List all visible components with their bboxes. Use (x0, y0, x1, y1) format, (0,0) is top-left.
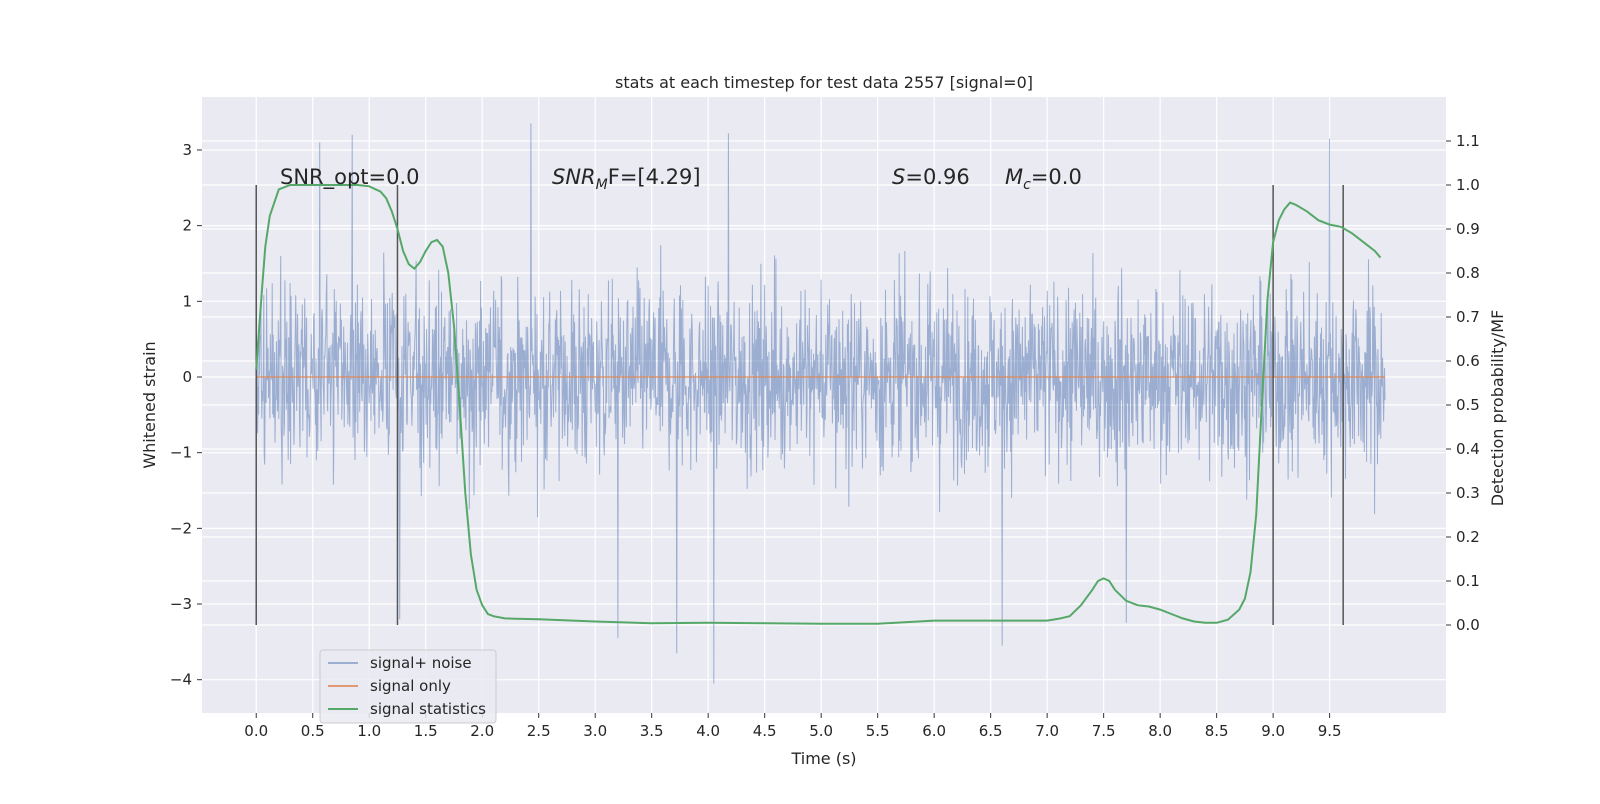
legend: signal+ noise signal only signal statist… (319, 649, 497, 724)
x-tick-label: 6.0 (922, 722, 946, 740)
x-tick-label: 9.5 (1318, 722, 1342, 740)
y-right-tick-label: 0.1 (1456, 572, 1480, 590)
x-tick-label: 8.0 (1148, 722, 1172, 740)
legend-box (319, 649, 497, 724)
y-right-tick-label: 0.5 (1456, 396, 1480, 414)
x-tick-label: 3.5 (640, 722, 664, 740)
annotation-snr-opt: SNR_opt=0.0 (280, 165, 420, 190)
x-tick-label: 4.5 (753, 722, 777, 740)
y-right-tick-label: 0.0 (1456, 616, 1480, 634)
y-right-tick-label: 0.8 (1456, 264, 1480, 282)
legend-label-signal-noise: signal+ noise (370, 654, 472, 672)
chart-title: stats at each timestep for test data 255… (615, 73, 1033, 92)
x-tick-label: 8.5 (1205, 722, 1229, 740)
y-left-tick-label: 0 (182, 368, 192, 386)
x-tick-label: 2.0 (470, 722, 494, 740)
x-tick-label: 5.5 (866, 722, 890, 740)
signal-noise-trace (255, 123, 1386, 684)
vertical-markers (255, 185, 1344, 625)
x-tick-label: 1.5 (414, 722, 438, 740)
x-tick-label: 3.0 (583, 722, 607, 740)
legend-label-signal-statistics: signal statistics (370, 700, 486, 718)
y-right-tick-label: 1.0 (1456, 176, 1480, 194)
y-right-tick-label: 0.3 (1456, 484, 1480, 502)
y-left-tick-label: 2 (182, 217, 192, 235)
x-tick-label: 0.0 (244, 722, 268, 740)
x-tick-label: 0.5 (301, 722, 325, 740)
x-tick-label: 7.0 (1035, 722, 1059, 740)
legend-label-signal-only: signal only (370, 677, 451, 695)
y-left-axis-label: Whitened strain (140, 341, 159, 468)
y-right-tick-label: 1.1 (1456, 132, 1480, 150)
annotation-s: S=0.96 (892, 165, 970, 189)
x-tick-label: 4.0 (696, 722, 720, 740)
y-left-tick-label: 3 (182, 141, 192, 159)
y-right-tick-label: 0.7 (1456, 308, 1480, 326)
y-right-tick-label: 0.6 (1456, 352, 1480, 370)
y-left-tick-labels: 3 2 1 0 −1 −2 −3 −4 (170, 141, 202, 689)
y-right-tick-label: 0.9 (1456, 220, 1480, 238)
signal-noise-series (255, 123, 1386, 684)
y-left-tick-label: 1 (182, 292, 192, 310)
x-tick-label: 6.5 (979, 722, 1003, 740)
y-left-tick-label: −3 (170, 595, 192, 613)
y-right-tick-labels: 1.1 1.0 0.9 0.8 0.7 0.6 0.5 0.4 0.3 0.2 0.1 0.0 (1446, 132, 1480, 634)
x-tick-label: 2.5 (527, 722, 551, 740)
x-tick-label: 1.0 (357, 722, 381, 740)
y-left-tick-label: −4 (170, 671, 192, 689)
x-tick-label: 7.5 (1092, 722, 1116, 740)
y-left-tick-label: −2 (170, 519, 192, 537)
annotation-mc: Mc=0.0 (1005, 165, 1082, 193)
annotation-snr-mf: SNRMF=[4.29] (552, 165, 701, 193)
x-tick-label: 5.0 (809, 722, 833, 740)
x-axis-label: Time (s) (790, 749, 856, 768)
x-tick-labels: 0.0 0.5 1.0 1.5 2.0 2.5 3.0 3.5 4.0 4.5 5.0 5.5 6.0 6… (244, 713, 1342, 740)
y-right-axis-label: Detection probability/MF (1488, 310, 1507, 507)
y-left-tick-label: −1 (170, 444, 192, 462)
x-tick-label: 9.0 (1261, 722, 1285, 740)
y-right-tick-label: 0.2 (1456, 528, 1480, 546)
y-right-tick-label: 0.4 (1456, 440, 1480, 458)
signal-statistics-line (255, 184, 1382, 625)
